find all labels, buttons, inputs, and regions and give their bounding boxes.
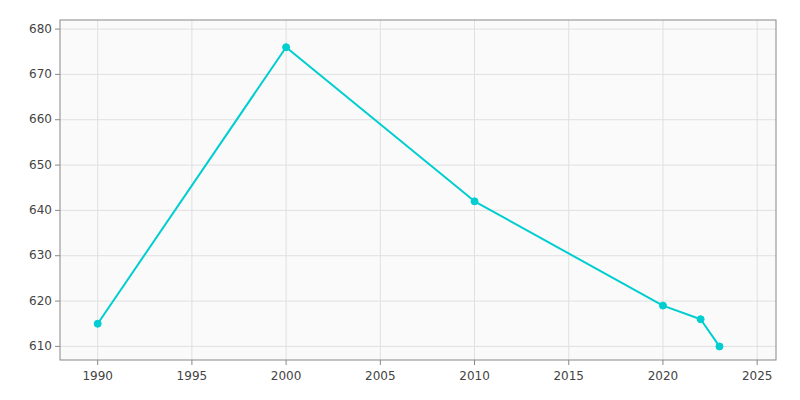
tick-y [55, 301, 60, 302]
tick-x [757, 360, 758, 365]
point [471, 198, 478, 205]
tick-x [474, 360, 475, 365]
tick-label-x: 2020 [648, 369, 679, 383]
grid [60, 20, 776, 360]
tick-x [191, 360, 192, 365]
point [697, 316, 704, 323]
plot-background [60, 20, 776, 360]
grid-line-x [286, 20, 287, 360]
grid-line-y [60, 301, 776, 302]
grid-line-y [60, 119, 776, 120]
tick-label-y: 640 [29, 203, 52, 217]
plot-frame [60, 20, 776, 360]
point [283, 44, 290, 51]
grid-line-x [191, 20, 192, 360]
grid-line-x [474, 20, 475, 360]
tick-label-y: 670 [29, 67, 52, 81]
tick-x [662, 360, 663, 365]
tick-label-x: 1995 [177, 369, 208, 383]
tick-label-x: 2025 [742, 369, 773, 383]
tick-label-y: 650 [29, 158, 52, 172]
tick-y [55, 29, 60, 30]
series [94, 44, 723, 350]
chart-container: 610 620 630 640 650 660 670 680 1990 1995 2000 2005… [0, 0, 800, 400]
grid-line-x [757, 20, 758, 360]
point [659, 302, 666, 309]
tick-label-y: 620 [29, 294, 52, 308]
grid-line-x [380, 20, 381, 360]
tick-y [55, 210, 60, 211]
tick-y [55, 119, 60, 120]
tick-y [55, 346, 60, 347]
tick-label-x: 2010 [459, 369, 490, 383]
tick-label-y: 630 [29, 248, 52, 262]
tick-x [568, 360, 569, 365]
tick-y [55, 74, 60, 75]
tick-label-y: 610 [29, 339, 52, 353]
tick-label-x: 2005 [365, 369, 396, 383]
grid-line-y [60, 210, 776, 211]
point [94, 320, 101, 327]
tick-label-y: 680 [29, 22, 52, 36]
line [98, 47, 720, 346]
tick-x [380, 360, 381, 365]
tick-label-x: 2000 [271, 369, 302, 383]
tick-label-x: 2015 [553, 369, 584, 383]
tick-label-x: 1990 [82, 369, 113, 383]
tick-label-y: 660 [29, 112, 52, 126]
tick-y [55, 165, 60, 166]
grid-line-y [60, 74, 776, 75]
grid-line-y [60, 346, 776, 347]
tick-x [97, 360, 98, 365]
point [716, 343, 723, 350]
tick-x [286, 360, 287, 365]
tick-y [55, 255, 60, 256]
grid-line-x [568, 20, 569, 360]
grid-line-y [60, 255, 776, 256]
grid-line-y [60, 29, 776, 30]
grid-line-x [97, 20, 98, 360]
chart-svg: 610 620 630 640 650 660 670 680 1990 1995 2000 2005… [0, 0, 800, 400]
axes: 610 620 630 640 650 660 670 680 1990 1995 2000 2005… [29, 22, 772, 383]
grid-line-y [60, 165, 776, 166]
